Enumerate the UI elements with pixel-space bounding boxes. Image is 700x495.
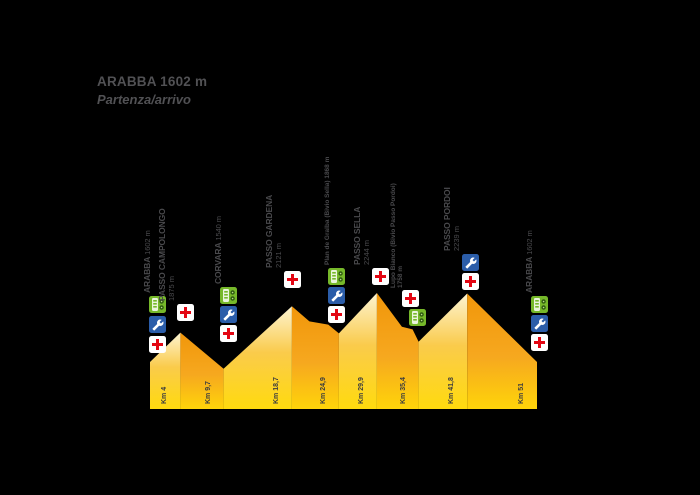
- waypoint-label-corvara: CORVARA 1540 m: [213, 216, 223, 284]
- descent-segment: [291, 306, 339, 409]
- waypoint-label-arabba-end: ARABBA 1602 m: [524, 230, 534, 293]
- waypoint-label-plan-de-gralba: Plan de Gralba (Bivio Sella) 1868 m: [324, 156, 331, 265]
- wrench-icon: [462, 254, 479, 271]
- km-marker: Km 29,9: [358, 377, 365, 404]
- waypoint-label-gardena: PASSO GARDENA 2121 m: [264, 194, 283, 268]
- medical-cross-icon: [402, 290, 419, 307]
- refreshment-icon: [149, 296, 166, 313]
- medical-cross-icon: [328, 306, 345, 323]
- climb-segment: [150, 332, 181, 409]
- climb-segment: [223, 306, 292, 409]
- wrench-icon: [328, 287, 345, 304]
- km-marker: Km 4: [161, 386, 168, 404]
- km-marker: Km 18,7: [273, 377, 280, 404]
- wrench-icon: [531, 315, 548, 332]
- refreshment-icon: [328, 268, 345, 285]
- refreshment-icon: [531, 296, 548, 313]
- medical-cross-icon: [284, 271, 301, 288]
- descent-segment: [376, 293, 419, 409]
- title-subtitle: Partenza/arrivo: [97, 92, 191, 107]
- refreshment-icon: [409, 309, 426, 326]
- refreshment-icon: [220, 287, 237, 304]
- km-marker: Km 35,4: [400, 377, 407, 404]
- medical-cross-icon: [462, 273, 479, 290]
- descent-segment: [180, 332, 224, 409]
- waypoint-label-campolongo: PASSO CAMPOLONGO 1875 m: [157, 208, 176, 301]
- medical-cross-icon: [220, 325, 237, 342]
- waypoint-label-sella: PASSO SELLA 2244 m: [352, 206, 371, 265]
- wrench-icon: [220, 306, 237, 323]
- descent-segment: [467, 293, 537, 409]
- medical-cross-icon: [531, 334, 548, 351]
- medical-cross-icon: [177, 304, 194, 321]
- km-marker: Km 9,7: [205, 381, 212, 404]
- km-marker: Km 51: [518, 382, 525, 404]
- climb-segment: [418, 293, 468, 409]
- medical-cross-icon: [149, 336, 166, 353]
- title-start-point: ARABBA 1602 m: [97, 74, 208, 89]
- page-title: ARABBA 1602 m Partenza/arrivo: [97, 74, 207, 108]
- km-marker: Km 24,9: [320, 377, 327, 404]
- waypoint-label-arabba-start: ARABBA 1602 m: [142, 230, 152, 293]
- wrench-icon: [149, 316, 166, 333]
- climb-segment: [338, 293, 377, 409]
- medical-cross-icon: [372, 268, 389, 285]
- waypoint-label-lupo-bianco: Lupo Bianco (Bivio Passo Pordoi) 1758 m: [390, 183, 404, 288]
- waypoint-label-pordoi: PASSO PORDOI 2239 m: [442, 187, 461, 251]
- km-marker: Km 41,8: [448, 377, 455, 404]
